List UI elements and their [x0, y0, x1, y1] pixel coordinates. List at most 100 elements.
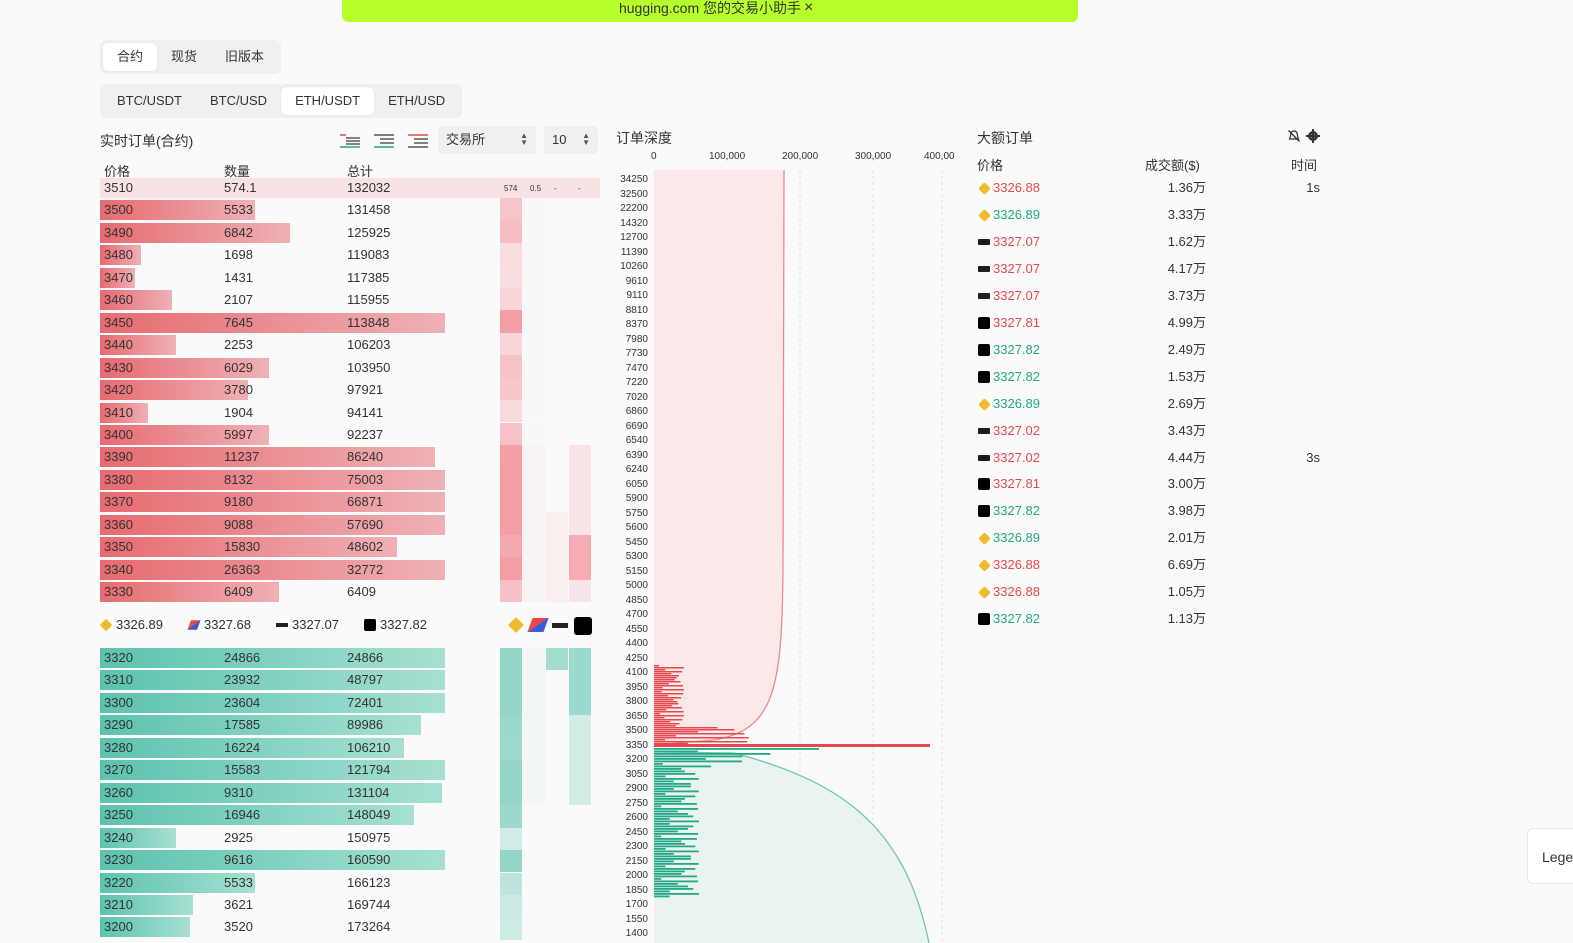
ask-depth-area	[654, 170, 784, 745]
bid-qty: 15583	[224, 762, 261, 778]
book-all-view-icon[interactable]	[338, 132, 362, 150]
ask-row: 3360 9088 57690	[100, 514, 445, 535]
big-order-amount: 4.44万	[1167, 449, 1206, 465]
heat-cell	[523, 489, 545, 513]
ask-total: 86240	[347, 449, 384, 465]
depth-y-tick: 2300	[625, 841, 648, 852]
bid-level-bar	[654, 873, 682, 875]
heat-cell	[569, 333, 591, 355]
bid-qty: 24866	[224, 650, 261, 665]
depth-y-tick: 4550	[625, 623, 648, 635]
legend-tab[interactable]: Lege	[1527, 828, 1573, 884]
pair-tab-0[interactable]: BTC/USDT	[117, 93, 182, 108]
bid-level-bar	[654, 890, 670, 893]
big-order-amount: 1.36万	[1167, 180, 1206, 195]
bid-depth-bar	[100, 872, 256, 893]
gear-icon[interactable]	[1306, 129, 1320, 143]
ask-level-bar	[654, 697, 681, 699]
pair-tab-3[interactable]: ETH/USD	[388, 93, 446, 108]
big-order-price: 3327.82	[993, 611, 1040, 627]
bid-level-bar	[654, 883, 678, 885]
heat-cell	[569, 467, 591, 490]
ask-level-bar	[654, 727, 718, 729]
ask-price: 3360	[104, 516, 133, 532]
bid-total: 131104	[347, 784, 390, 800]
bid-depth-bar	[100, 715, 421, 736]
big-order-amount: 1.05万	[1167, 584, 1206, 600]
depth-select[interactable]: 10 ▲ ▼	[544, 126, 598, 154]
bybit-icon	[978, 292, 990, 299]
ask-row: 3420 3780 97921	[100, 380, 445, 401]
ask-row: 3400 5997 92237	[100, 424, 445, 445]
big-orders-title: 大额订单	[977, 130, 1033, 146]
big-order-row: 3327.07 4.17万	[976, 258, 1336, 280]
heat-cell	[546, 557, 568, 580]
depth-y-tick: 1400	[625, 928, 648, 939]
heat-cell	[500, 557, 522, 580]
heat-cell	[546, 467, 568, 489]
top-extra-cell: -	[554, 184, 557, 193]
ask-level-bar	[654, 731, 699, 733]
depth-y-tick: 14320	[620, 217, 648, 229]
ask-total: 103950	[347, 359, 391, 375]
ask-level-bar	[654, 671, 683, 673]
bitmex-icon	[187, 620, 201, 630]
depth-y-tick: 22200	[620, 203, 648, 214]
ask-price: 3470	[104, 269, 133, 285]
exchange-select[interactable]: 交易所 ▲ ▼	[438, 126, 536, 154]
ask-level-bar	[654, 667, 684, 669]
bid-total: 106210	[347, 739, 391, 755]
ask-level-bar	[654, 737, 749, 739]
heat-cell	[500, 850, 522, 873]
heat-cell	[500, 648, 522, 671]
big-order-row: 3326.88 1.36万 1s	[976, 177, 1336, 199]
bitmex-filter-icon[interactable]	[527, 618, 549, 632]
ask-qty: 1698	[224, 247, 253, 263]
bid-qty: 3520	[224, 919, 253, 935]
bid-level-bar	[654, 870, 685, 873]
close-icon[interactable]: ×	[804, 0, 814, 16]
okx-filter-icon[interactable]	[574, 617, 592, 635]
pair-tab-1[interactable]: BTC/USD	[210, 93, 268, 108]
market-tab-1[interactable]: 现货	[171, 49, 198, 64]
heat-cell	[500, 534, 522, 558]
market-tab-2[interactable]: 旧版本	[225, 49, 265, 64]
heat-cell	[523, 895, 545, 917]
depth-y-tick: 1700	[625, 899, 648, 910]
bybit-filter-icon[interactable]	[552, 623, 568, 628]
heat-cell	[523, 512, 545, 535]
ask-row: 3340 26363 32772	[100, 559, 445, 580]
book-asks-view-icon[interactable]	[406, 132, 430, 150]
heat-cell	[569, 782, 591, 806]
heat-cell	[546, 378, 568, 400]
heat-cell	[569, 828, 591, 850]
heat-cell	[546, 579, 568, 603]
bell-off-icon[interactable]	[1287, 129, 1301, 143]
depth-y-tick: 11390	[620, 246, 648, 258]
bid-level-bar	[654, 820, 699, 823]
big-order-row: 3327.07 1.62万	[976, 231, 1336, 253]
heat-cell	[523, 444, 545, 468]
heat-cell	[546, 693, 568, 715]
depth-y-tick: 2750	[625, 797, 648, 809]
market-tab-0[interactable]: 合约	[103, 43, 158, 71]
bid-row: 3260 9310 131104	[100, 782, 445, 803]
bid-row: 3320 24866 24866	[100, 648, 445, 668]
ask-level-bar	[654, 721, 671, 723]
binance-filter-icon[interactable]	[508, 617, 524, 633]
bid-price: 3250	[104, 807, 133, 823]
bid-price: 3260	[104, 784, 133, 800]
mid-price-binance: 3326.89	[99, 614, 163, 636]
book-bids-view-icon[interactable]	[372, 132, 396, 150]
ask-qty: 7645	[224, 314, 253, 330]
bid-level-bar	[654, 888, 694, 890]
pair-tab-2[interactable]: ETH/USDT	[281, 87, 375, 115]
depth-y-tick: 4250	[625, 652, 648, 664]
bid-level-bar	[654, 868, 696, 870]
okx-icon	[978, 316, 990, 329]
ask-total: 115955	[347, 292, 390, 308]
bid-row: 3270 15583 121794	[100, 760, 445, 781]
bid-level-bar	[654, 810, 678, 813]
ask-level-bar	[654, 741, 748, 743]
heat-cell	[500, 422, 522, 445]
